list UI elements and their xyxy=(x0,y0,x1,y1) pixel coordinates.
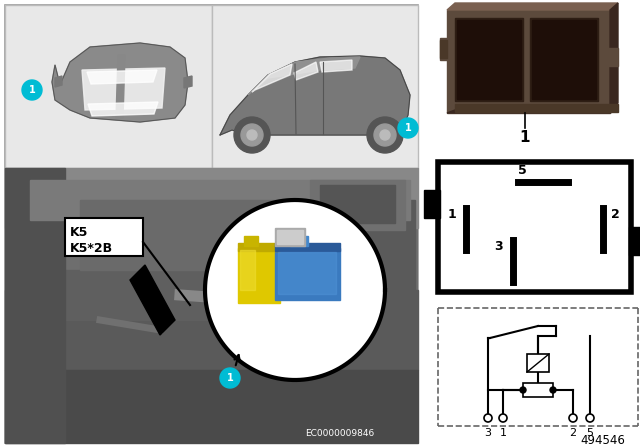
Bar xyxy=(438,162,631,292)
Circle shape xyxy=(550,387,556,393)
Bar xyxy=(5,290,418,370)
Bar xyxy=(350,200,415,350)
Bar xyxy=(275,228,305,246)
Text: 3: 3 xyxy=(484,428,492,438)
Bar xyxy=(277,230,303,244)
Text: K5*2B: K5*2B xyxy=(70,241,113,254)
Text: 1: 1 xyxy=(227,373,234,383)
Bar xyxy=(5,168,418,443)
Polygon shape xyxy=(248,57,360,95)
Bar xyxy=(80,200,360,270)
Polygon shape xyxy=(184,76,192,88)
Bar xyxy=(629,227,640,255)
Bar xyxy=(244,236,258,246)
Text: 2: 2 xyxy=(570,428,577,438)
Bar xyxy=(5,168,418,228)
Bar xyxy=(447,10,610,113)
Bar xyxy=(440,40,447,58)
Bar xyxy=(65,218,143,256)
Circle shape xyxy=(484,414,492,422)
Bar xyxy=(240,250,255,290)
Polygon shape xyxy=(88,102,158,116)
Text: K5: K5 xyxy=(70,225,88,238)
Bar xyxy=(5,5,418,443)
Text: 1: 1 xyxy=(520,130,531,146)
Text: 1: 1 xyxy=(447,208,456,221)
Bar xyxy=(310,180,405,230)
Bar xyxy=(5,168,65,443)
Polygon shape xyxy=(130,265,175,335)
Bar xyxy=(5,370,418,443)
Text: 494546: 494546 xyxy=(580,434,625,447)
Bar xyxy=(523,383,553,397)
Bar xyxy=(320,185,395,223)
Circle shape xyxy=(22,80,42,100)
Polygon shape xyxy=(252,64,292,92)
Text: 5: 5 xyxy=(518,164,527,177)
Text: 2: 2 xyxy=(611,208,620,221)
Polygon shape xyxy=(294,62,318,80)
Circle shape xyxy=(374,124,396,146)
Polygon shape xyxy=(610,3,618,110)
Bar xyxy=(275,243,340,251)
Text: 1: 1 xyxy=(29,85,35,95)
Bar xyxy=(50,270,250,320)
Bar xyxy=(290,236,308,246)
Circle shape xyxy=(234,117,270,153)
Text: 1: 1 xyxy=(499,428,506,438)
Polygon shape xyxy=(447,3,618,10)
Bar xyxy=(440,38,450,60)
Polygon shape xyxy=(82,68,165,110)
Bar xyxy=(30,180,410,220)
Polygon shape xyxy=(52,43,188,122)
Bar xyxy=(455,104,618,112)
Polygon shape xyxy=(205,200,385,380)
Bar xyxy=(532,20,596,99)
Circle shape xyxy=(569,414,577,422)
Polygon shape xyxy=(220,56,410,135)
Bar xyxy=(608,48,618,66)
Circle shape xyxy=(499,414,507,422)
Circle shape xyxy=(247,130,257,140)
Circle shape xyxy=(380,130,390,140)
Circle shape xyxy=(241,124,263,146)
Polygon shape xyxy=(447,110,618,113)
Polygon shape xyxy=(320,60,352,72)
Circle shape xyxy=(586,414,594,422)
Bar xyxy=(238,248,280,303)
Text: 3: 3 xyxy=(494,240,503,253)
Bar xyxy=(306,255,316,290)
Circle shape xyxy=(520,387,526,393)
Bar xyxy=(292,255,302,290)
Bar xyxy=(275,248,340,300)
Bar xyxy=(424,190,440,218)
Polygon shape xyxy=(87,70,157,84)
Bar xyxy=(5,5,212,168)
Bar xyxy=(278,252,336,294)
Polygon shape xyxy=(55,76,62,87)
Bar xyxy=(260,260,390,320)
Bar xyxy=(320,255,330,290)
Bar xyxy=(455,18,523,101)
Circle shape xyxy=(398,118,418,138)
Bar xyxy=(527,354,549,372)
Text: 5: 5 xyxy=(586,428,593,438)
Bar xyxy=(457,20,521,99)
Bar xyxy=(238,243,280,251)
Circle shape xyxy=(220,368,240,388)
Bar xyxy=(278,255,288,290)
Bar xyxy=(530,18,598,101)
Text: EC0000009846: EC0000009846 xyxy=(305,430,374,439)
Polygon shape xyxy=(116,55,125,118)
Text: 1: 1 xyxy=(404,123,412,133)
Bar xyxy=(212,5,418,168)
Circle shape xyxy=(367,117,403,153)
